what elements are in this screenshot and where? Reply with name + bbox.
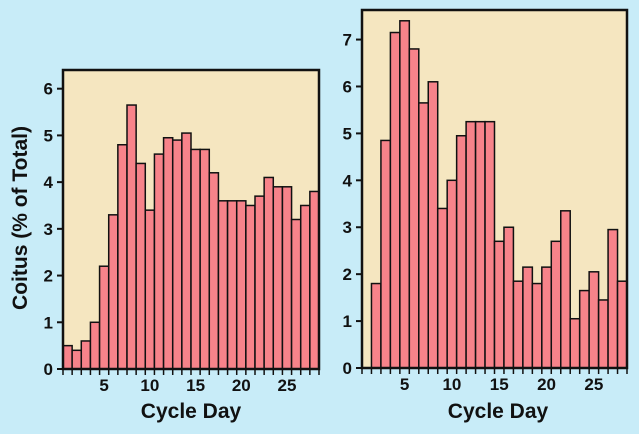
y-axis-title: Coitus (% of Total) [9,126,32,310]
bar-day-5 [399,20,411,369]
bar-day-7 [418,102,429,369]
bar-day-3 [380,139,392,369]
y-tick-label: 1 [44,313,53,332]
bar-day-19 [531,282,543,369]
bar-day-4 [89,321,101,370]
bar-day-24 [272,186,284,370]
bar-day-26 [597,299,609,369]
y-tick-label: 5 [44,126,53,145]
bar-day-28 [309,190,320,370]
bar-day-2 [370,282,382,369]
bar-day-25 [588,271,600,369]
bar-day-12 [162,136,174,370]
bar-day-27 [299,204,311,370]
bar-day-17 [208,172,220,370]
bar-day-8 [126,104,137,370]
bar-day-20 [235,200,247,370]
bar-day-21 [245,204,256,370]
y-tick-label: 4 [44,173,54,192]
bar-day-9 [436,207,448,369]
bar-day-21 [550,240,562,369]
x-tick-label: 25 [278,376,297,395]
bar-day-16 [503,226,515,369]
bar-day-8 [427,81,439,369]
bar-day-1 [62,344,73,370]
y-tick-label: 6 [44,80,53,99]
y-tick-label: 3 [343,218,352,237]
bar-day-25 [281,186,293,370]
y-tick-label: 6 [343,77,352,96]
y-tick-label: 7 [343,31,352,50]
left-panel: 5 10 15 20 25 0 1 2 3 4 5 6 [44,68,321,395]
bar-day-24 [578,289,590,369]
y-tick-label: 2 [44,267,53,286]
bar-day-13 [171,139,183,370]
y-tick-label: 1 [343,312,352,331]
bar-day-10 [446,179,458,369]
bar-day-18 [217,200,229,370]
bar-day-23 [263,176,275,370]
bar-day-23 [569,317,581,369]
x-axis-title-left: Cycle Day [141,400,242,423]
bar-day-15 [190,148,201,370]
x-tick-label: 5 [99,376,108,395]
y-tick-label: 0 [44,360,53,379]
bar-day-14 [181,132,192,370]
bar-day-15 [493,240,505,369]
x-tick-label: 25 [584,375,603,394]
y-tick-label: 3 [44,220,53,239]
bar-day-14 [484,120,496,369]
bar-day-19 [226,200,238,370]
bar-day-18 [522,266,534,369]
y-tick-label: 4 [343,171,353,190]
x-tick-label: 10 [442,375,461,394]
bar-day-6 [408,48,420,369]
bar-day-16 [199,148,211,370]
bar-day-13 [474,120,486,369]
x-tick-label: 15 [490,375,509,394]
bar-day-10 [144,209,156,370]
right-panel: 5 10 15 20 25 0 1 2 3 4 5 6 7 [343,8,629,394]
bar-day-27 [607,228,619,369]
bar-day-5 [98,265,110,370]
x-tick-label: 20 [537,375,556,394]
y-tick-label: 2 [343,265,352,284]
bar-day-28 [616,280,628,369]
bar-day-11 [153,153,165,370]
bar-day-22 [254,195,265,370]
bar-day-2 [71,349,83,370]
bar-day-11 [455,134,467,369]
bar-day-7 [117,144,128,370]
x-axis-title-right: Cycle Day [448,400,549,423]
x-tick-label: 15 [186,376,205,395]
y-tick-label: 5 [343,124,352,143]
bar-day-12 [465,120,477,369]
bar-day-3 [80,340,92,370]
bar-day-6 [107,214,119,370]
x-tick-label: 20 [232,376,251,395]
x-tick-label: 10 [140,376,159,395]
bar-day-26 [290,218,302,370]
bar-day-4 [389,31,401,369]
bar-day-17 [512,280,524,369]
x-tick-label: 5 [400,375,409,394]
y-tick-label: 0 [343,359,352,378]
bar-day-22 [560,210,571,369]
bar-day-9 [135,162,147,370]
bar-day-20 [541,266,553,369]
